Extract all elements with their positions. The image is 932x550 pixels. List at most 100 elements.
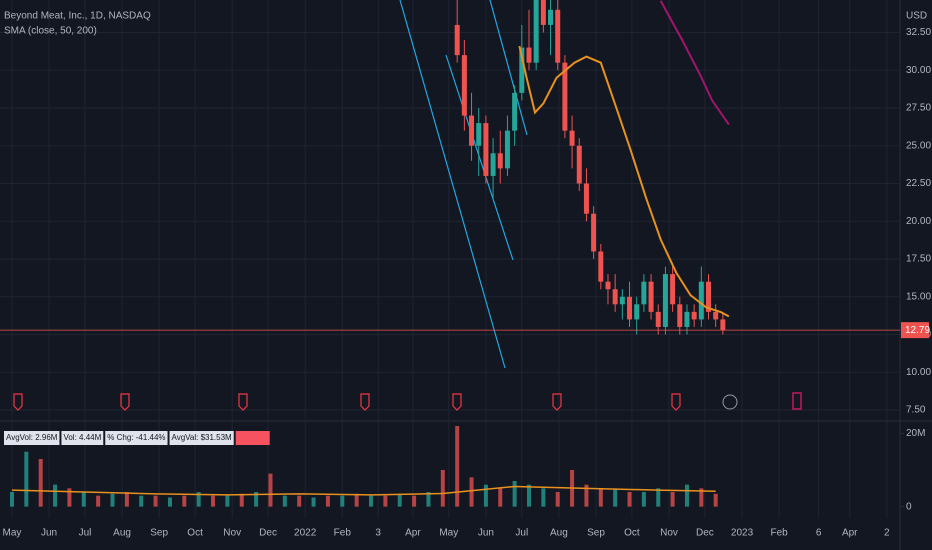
x-tick-label: Jun — [478, 528, 494, 539]
x-tick-label: Apr — [405, 528, 421, 539]
candle-body — [490, 153, 496, 176]
candle-body — [713, 311, 719, 320]
x-tick-label: Aug — [550, 528, 568, 539]
x-tick-label: Apr — [842, 528, 858, 539]
volume-bar — [9, 491, 14, 507]
x-tick-label: Jul — [79, 528, 92, 539]
candle-body — [583, 183, 589, 214]
x-tick-label: Oct — [624, 528, 640, 539]
volume-bar — [297, 495, 302, 507]
candle-body — [720, 319, 726, 331]
x-tick-label: 6 — [816, 528, 822, 539]
y-tick-label: 25.00 — [906, 140, 931, 151]
currency: USD — [906, 11, 927, 22]
candle-body — [576, 145, 582, 184]
volume-bar — [325, 495, 330, 507]
x-tick-label: Feb — [334, 528, 352, 539]
y-tick-label: 17.50 — [906, 254, 931, 265]
indicator-label: SMA (close, 50, 200) — [4, 26, 97, 37]
x-tick-label: Feb — [771, 528, 789, 539]
y-tick-label: 20.00 — [906, 216, 931, 227]
x-tick-label: Jun — [41, 528, 57, 539]
x-tick-label: Sep — [587, 528, 605, 539]
volume-bar — [613, 488, 618, 507]
y-tick-label: 27.50 — [906, 103, 931, 114]
volume-legend-box — [105, 431, 168, 445]
volume-bar — [627, 491, 632, 507]
x-tick-label: Dec — [696, 528, 714, 539]
candle-body — [469, 115, 475, 146]
volume-bar — [713, 493, 718, 507]
volume-bar — [512, 480, 517, 507]
earnings-marker — [120, 393, 130, 411]
volume-bar — [110, 493, 115, 507]
volume-legend-label: AvgVol: 2.96M — [6, 433, 58, 442]
volume-legend-label: % Chg: -41.44% — [107, 433, 165, 442]
future-earnings-marker — [792, 392, 802, 410]
last-price-label: 12.79 — [905, 325, 930, 336]
volume-legend-label: Vol: 4.44M — [63, 433, 101, 442]
earnings-marker — [452, 393, 462, 411]
trend-line — [445, 54, 514, 261]
volume-bar — [196, 491, 201, 507]
candle-body — [698, 281, 704, 320]
x-tick-label: 2022 — [294, 528, 317, 539]
earnings-marker — [552, 393, 562, 411]
earnings-marker — [13, 393, 23, 411]
volume-bar — [67, 488, 72, 507]
volume-bar — [354, 493, 359, 507]
volume-bar — [153, 495, 158, 507]
volume-bar — [498, 488, 503, 507]
trend-line — [489, 0, 528, 136]
y-tick-label: 0 — [906, 501, 912, 512]
volume-bar — [440, 470, 445, 507]
volume-bar — [483, 484, 488, 507]
y-tick-label: 32.50 — [906, 27, 931, 38]
volume-bar — [239, 493, 244, 507]
volume-bar — [469, 477, 474, 507]
volume-bar — [124, 491, 129, 507]
candle-body — [662, 274, 668, 327]
volume-bar — [38, 459, 43, 507]
volume-bar — [81, 491, 86, 507]
candle-body — [648, 281, 654, 312]
grid — [0, 0, 900, 518]
volume-bar — [656, 488, 661, 507]
x-tick-label: May — [439, 528, 458, 539]
candle-body — [677, 304, 683, 327]
x-tick-label: Sep — [150, 528, 168, 539]
volume-bar — [598, 488, 603, 507]
x-tick-label: Oct — [187, 528, 203, 539]
earnings-marker — [671, 393, 681, 411]
volume-bar — [369, 495, 374, 507]
earnings-marker — [360, 393, 370, 411]
earnings-marker — [238, 393, 248, 411]
volume-bar — [282, 495, 287, 507]
candle-body — [569, 130, 575, 146]
x-tick-label: Jul — [515, 528, 528, 539]
x-tick-label: Nov — [660, 528, 678, 539]
x-tick-label: 2023 — [731, 528, 754, 539]
volume-legend-box — [4, 431, 60, 445]
line — [659, 0, 730, 126]
volume-bar — [699, 488, 704, 507]
split-marker — [722, 394, 738, 410]
candle-body — [670, 274, 676, 305]
volume-bar — [383, 495, 388, 507]
x-tick-label: Nov — [223, 528, 241, 539]
volume-bar — [641, 491, 646, 507]
volume-bar — [96, 495, 101, 507]
volume-bar — [541, 488, 546, 507]
volume-bar — [340, 495, 345, 507]
candle-body — [598, 251, 604, 282]
candle-body — [691, 311, 697, 320]
candle-body — [684, 311, 690, 327]
volume-bar — [167, 497, 172, 507]
y-tick-label: 10.00 — [906, 367, 931, 378]
volume-bar — [211, 495, 216, 507]
candle-body — [512, 92, 518, 131]
line — [11, 485, 716, 496]
x-tick-label: Aug — [113, 528, 131, 539]
y-tick-label: 7.50 — [906, 405, 926, 416]
